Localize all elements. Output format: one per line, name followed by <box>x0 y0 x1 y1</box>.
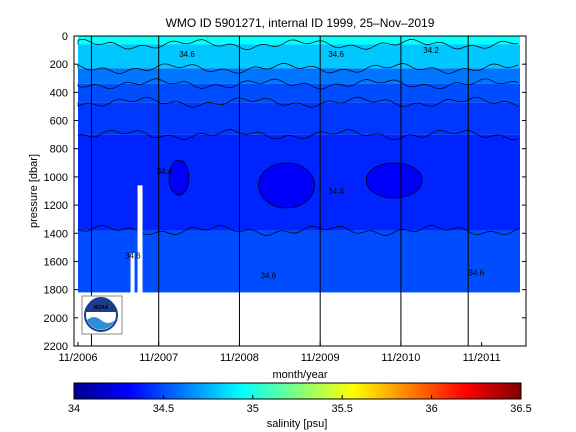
y-tick-label: 1800 <box>44 285 68 297</box>
x-axis-label: month/year <box>272 369 327 381</box>
missing-data-gap <box>137 185 143 293</box>
x-tick-label: 11/2007 <box>139 352 178 364</box>
colorbar-tick-label: 34 <box>68 403 80 415</box>
contour-line <box>77 129 519 141</box>
logo-text: NOAA <box>94 305 109 311</box>
contour-label: 34.2 <box>423 46 439 55</box>
contour-label: 34.6 <box>179 50 195 59</box>
contour-line <box>77 78 519 90</box>
colorbar-tick-label: 36.5 <box>510 403 531 415</box>
colorbar: 34 34.5 35 35.5 36 36.5 salinity [psu] <box>68 382 532 430</box>
salinity-layer <box>78 102 520 135</box>
y-tick-label: 1000 <box>44 172 68 184</box>
y-tick-label: 600 <box>50 116 68 128</box>
colorbar-tick-label: 34.5 <box>153 403 174 415</box>
contour-line <box>77 63 519 74</box>
contour-label: 34.6 <box>261 271 277 280</box>
y-tick-label: 1600 <box>44 256 68 268</box>
salinity-minimum-patch <box>258 162 315 209</box>
colorbar-tick-label: 35.5 <box>331 403 352 415</box>
colorbar-tick-label: 36 <box>425 403 437 415</box>
no-data-region <box>74 292 526 346</box>
y-tick-label: 1200 <box>44 200 68 212</box>
plot-area: 34.4 34.4 34.6 34.6 34.6 34.6 34.2 34.6 11/2006… <box>44 31 527 364</box>
axes-frame <box>73 35 527 347</box>
salinity-layer <box>78 230 520 293</box>
contour-line <box>77 96 519 108</box>
x-tick-label: 11/2006 <box>59 352 98 364</box>
chart-title: WMO ID 5901271, internal ID 1999, 25–Nov… <box>166 16 435 30</box>
contour-label: 34.6 <box>468 269 484 278</box>
salinity-minimum-patch <box>365 162 423 199</box>
x-tick-label: 11/2010 <box>381 352 420 364</box>
missing-data-gap <box>130 253 135 293</box>
colorbar-gradient <box>73 382 522 400</box>
x-axis: 11/2006 11/2007 11/2008 11/2009 11/2010 11/20… <box>59 342 501 364</box>
contour-label: 34.6 <box>328 50 344 59</box>
y-axis-label: pressure [dbar] <box>28 154 40 228</box>
x-tick-label: 11/2011 <box>463 352 501 364</box>
x-tick-label: 11/2009 <box>301 352 340 364</box>
y-tick-label: 800 <box>50 144 68 156</box>
y-tick-label: 2200 <box>44 341 68 353</box>
noaa-logo: NOAA <box>81 295 123 335</box>
colorbar-label: salinity [psu] <box>267 418 328 430</box>
contour-line <box>77 38 519 50</box>
contour-label: 34.4 <box>328 187 344 196</box>
contour-line <box>77 224 519 236</box>
salinity-field: 34.4 34.4 34.6 34.6 34.6 34.6 34.2 34.6 <box>74 36 526 346</box>
y-tick-label: 2000 <box>44 313 68 325</box>
colorbar-tick-label: 35 <box>247 403 259 415</box>
salinity-layer <box>78 44 520 69</box>
contour-label: 34.6 <box>125 252 141 261</box>
y-tick-label: 400 <box>50 87 68 99</box>
colorbar-ticks: 34 34.5 35 35.5 36 36.5 <box>68 395 532 415</box>
salinity-layer <box>78 83 520 103</box>
y-tick-label: 200 <box>50 59 68 71</box>
y-tick-label: 1400 <box>44 228 68 240</box>
y-axis: 0 200 400 600 800 1000 1200 1400 1600 1800 2000 220… <box>44 31 526 353</box>
salinity-minimum-patch <box>168 159 190 196</box>
salinity-layer <box>78 36 520 45</box>
y-tick-label: 0 <box>62 31 68 43</box>
x-tick-label: 11/2008 <box>220 352 259 364</box>
salinity-layer <box>78 68 520 84</box>
contour-label: 34.4 <box>157 167 173 176</box>
